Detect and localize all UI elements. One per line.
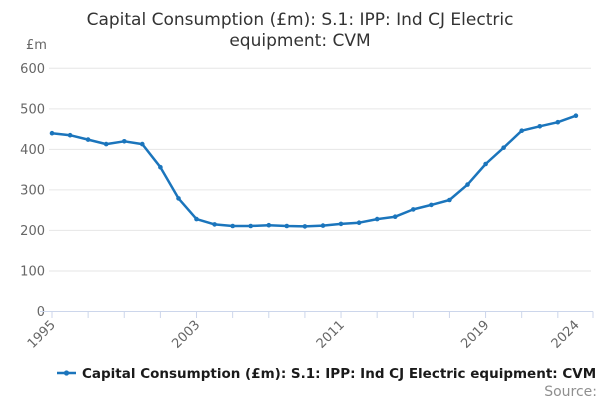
x-axis-tick-labels: 1995 2003 2011 2019 2024 bbox=[25, 318, 583, 352]
data-point-marker bbox=[501, 145, 506, 150]
source-label: Source: bbox=[544, 384, 597, 400]
data-point-marker bbox=[392, 214, 398, 219]
x-tick-label: 2003 bbox=[169, 318, 203, 352]
data-point-marker bbox=[483, 161, 488, 167]
x-axis bbox=[40, 311, 594, 318]
x-tick-label: 2011 bbox=[314, 318, 348, 352]
x-tick-label: 2019 bbox=[458, 318, 492, 352]
y-tick-label: 400 bbox=[20, 143, 45, 158]
data-point-marker bbox=[176, 196, 181, 201]
y-tick-label: 100 bbox=[20, 264, 45, 279]
series-layer bbox=[49, 113, 579, 229]
data-point-marker bbox=[67, 132, 73, 138]
y-tick-label: 600 bbox=[20, 62, 45, 77]
data-point-marker bbox=[284, 223, 290, 229]
data-point-marker bbox=[519, 128, 524, 133]
y-axis-unit-label: £m bbox=[26, 38, 47, 53]
data-point-marker bbox=[85, 137, 91, 142]
legend-item[interactable]: Capital Consumption (£m): S.1: IPP: Ind … bbox=[57, 366, 596, 382]
series-line bbox=[50, 114, 578, 228]
data-point-marker bbox=[122, 139, 127, 144]
data-point-marker bbox=[374, 216, 380, 222]
data-point-marker bbox=[537, 124, 543, 129]
data-point-marker bbox=[194, 216, 199, 222]
x-tick-label: 1995 bbox=[25, 318, 59, 352]
data-point-marker bbox=[338, 221, 344, 227]
data-point-marker bbox=[49, 130, 55, 136]
data-point-marker bbox=[573, 113, 579, 118]
data-point-marker bbox=[266, 222, 272, 228]
legend-marker-icon bbox=[57, 370, 76, 376]
y-tick-label: 500 bbox=[20, 102, 45, 117]
data-point-marker bbox=[320, 223, 326, 228]
data-point-marker bbox=[447, 197, 452, 203]
data-point-marker bbox=[429, 202, 434, 208]
data-point-marker bbox=[248, 223, 253, 229]
y-tick-label: 300 bbox=[20, 183, 45, 198]
legend-label: Capital Consumption (£m): S.1: IPP: Ind … bbox=[82, 366, 596, 382]
data-point-marker bbox=[103, 141, 109, 147]
y-tick-label: 0 bbox=[37, 305, 45, 320]
y-tick-label: 200 bbox=[20, 224, 45, 239]
chart-title-line-2: equipment: CVM bbox=[229, 31, 370, 51]
data-point-marker bbox=[465, 182, 470, 187]
y-axis-tick-labels: 0 100 200 300 400 500 600 bbox=[20, 62, 45, 320]
data-point-marker bbox=[212, 222, 217, 227]
gridlines bbox=[49, 67, 591, 272]
data-point-marker bbox=[140, 141, 145, 147]
data-point-marker bbox=[411, 207, 416, 212]
data-point-marker bbox=[158, 164, 163, 170]
data-point-marker bbox=[302, 224, 308, 229]
data-point-marker bbox=[555, 119, 561, 125]
data-point-marker bbox=[356, 220, 362, 225]
chart-title-line-1: Capital Consumption (£m): S.1: IPP: Ind … bbox=[87, 10, 514, 30]
x-tick-label: 2024 bbox=[549, 318, 583, 352]
data-point-marker bbox=[230, 223, 235, 229]
